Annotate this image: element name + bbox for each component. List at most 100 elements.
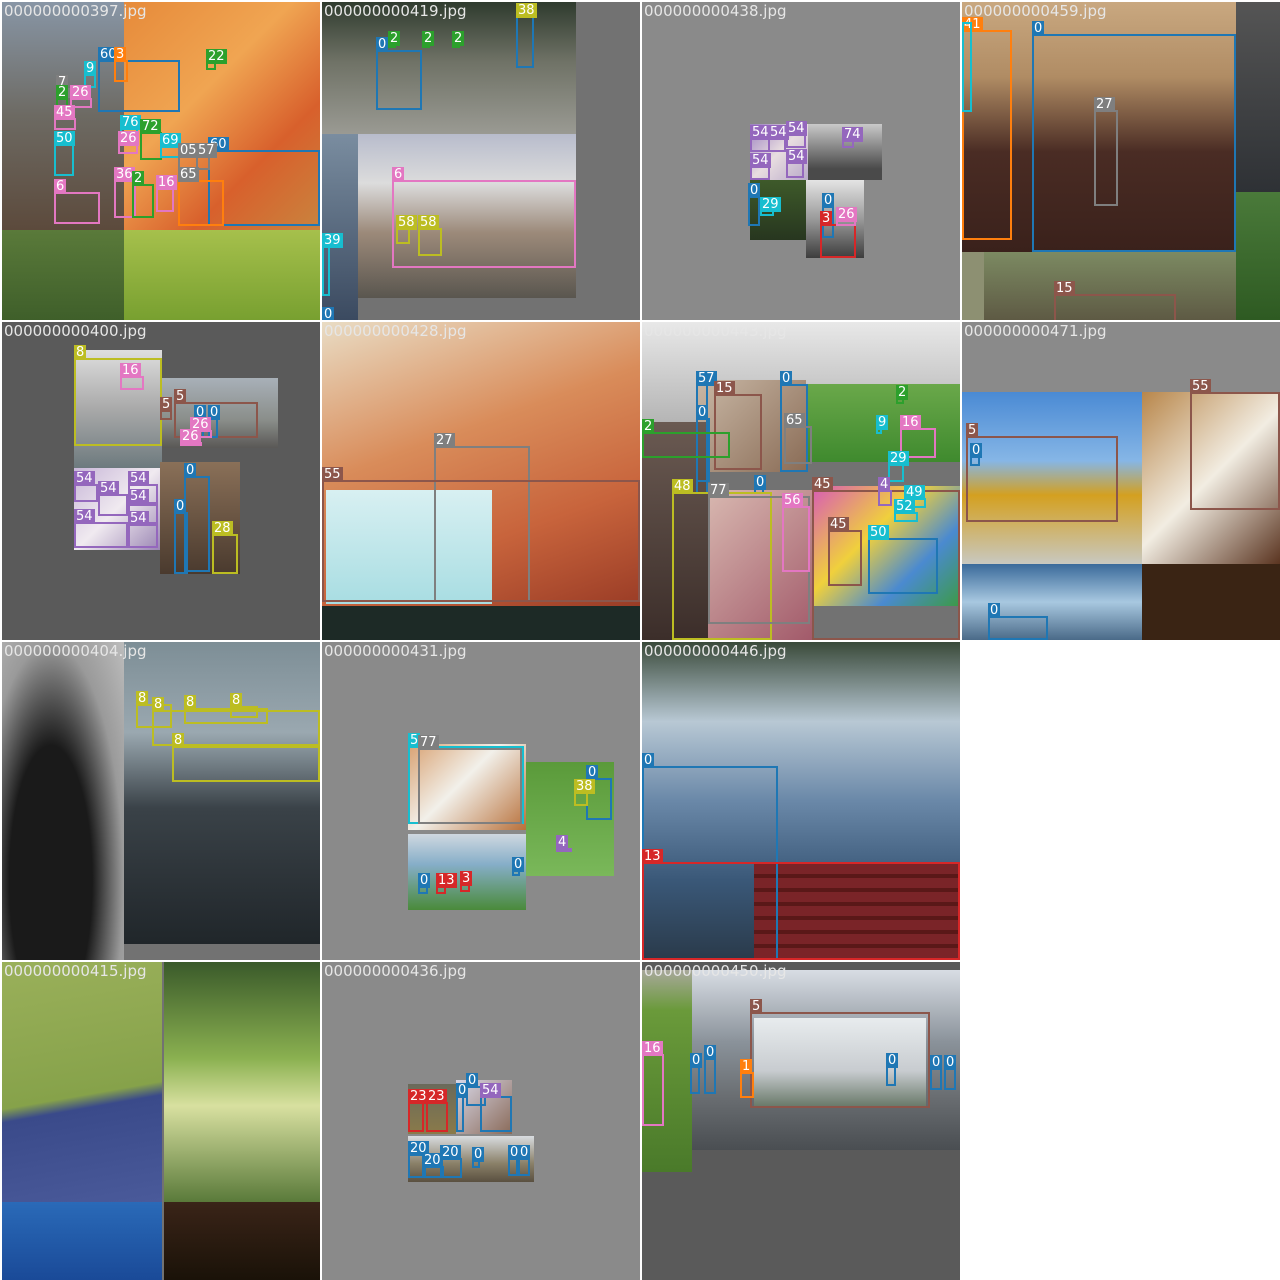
tile-filename: 000000000400.jpg bbox=[4, 322, 147, 340]
bbox: 0 bbox=[780, 371, 808, 472]
photo-cake-blue bbox=[326, 490, 492, 604]
tile-404: 8 8 8 8 8 000000000404.jpg bbox=[2, 642, 320, 960]
bbox: 0 bbox=[748, 183, 761, 226]
bbox: 27 bbox=[1094, 97, 1118, 206]
bbox: 0 bbox=[988, 603, 1048, 640]
bbox: 56 bbox=[782, 493, 810, 572]
photo-grass bbox=[2, 230, 124, 320]
bbox: 23 bbox=[426, 1089, 448, 1132]
bbox: 16 bbox=[156, 175, 177, 212]
tile-419: 0 2 2 2 38 6 58 58 39 0 000000000419.jpg bbox=[322, 2, 640, 320]
bbox: 4 bbox=[556, 835, 572, 852]
bbox: 6 bbox=[54, 179, 100, 224]
bbox: 0 bbox=[418, 873, 431, 894]
photo-boat bbox=[74, 350, 162, 468]
tile-filename: 000000000436.jpg bbox=[324, 962, 467, 980]
bbox: 45 bbox=[54, 105, 76, 130]
tile-428: 27 55 000000000428.jpg bbox=[322, 322, 640, 640]
bbox: 0 bbox=[696, 405, 710, 482]
bbox: 50 bbox=[54, 131, 75, 176]
tile-400: 8 16 5 0 0 26 26 5 54 54 54 54 54 54 0 0… bbox=[2, 322, 320, 640]
photo-bedroom bbox=[408, 744, 526, 830]
bbox: 29 bbox=[888, 451, 909, 482]
tile-filename: 000000000459.jpg bbox=[964, 2, 1107, 20]
photo-man-suit bbox=[962, 2, 1236, 252]
photo-dark-band bbox=[322, 606, 640, 640]
tile-filename: 000000000397.jpg bbox=[4, 2, 147, 20]
bbox: 13 bbox=[642, 849, 960, 960]
bbox: 2 bbox=[452, 31, 465, 48]
bbox: 0 bbox=[944, 1055, 957, 1090]
bbox: 65 bbox=[178, 167, 224, 226]
bbox: 0 bbox=[886, 1053, 899, 1086]
photo-tennis-court bbox=[322, 2, 576, 134]
bbox: 9 bbox=[876, 415, 889, 434]
photo-train bbox=[358, 134, 576, 298]
bbox: 3 bbox=[460, 871, 473, 892]
bbox: 8 bbox=[184, 695, 268, 724]
bbox: 0 bbox=[704, 1045, 717, 1094]
bbox: 22 bbox=[206, 49, 227, 70]
photo-harbor bbox=[124, 642, 320, 944]
bbox: 1 bbox=[740, 1059, 754, 1098]
bbox: 54 bbox=[480, 1083, 512, 1132]
photo-ferns bbox=[642, 970, 692, 1172]
photo-blue-sky bbox=[2, 1202, 162, 1280]
bbox: 41 bbox=[962, 17, 1012, 240]
bbox: 55 bbox=[1190, 379, 1280, 510]
bbox: 26 bbox=[70, 85, 92, 108]
bbox: 0 bbox=[690, 1053, 703, 1094]
bbox: 5 bbox=[966, 423, 1118, 522]
bbox: 36 bbox=[114, 167, 136, 218]
bbox: 65 bbox=[784, 413, 812, 464]
bbox: 5 bbox=[160, 397, 173, 420]
bbox: 6 bbox=[392, 167, 576, 268]
bbox: 3 bbox=[820, 211, 856, 258]
photo-school-bus bbox=[962, 392, 1142, 564]
bbox: 54 bbox=[768, 125, 789, 152]
photo-pizza bbox=[122, 2, 320, 230]
bbox: 26 bbox=[836, 207, 857, 226]
bbox: 16 bbox=[642, 1041, 664, 1126]
photo-tree-right bbox=[1236, 2, 1280, 192]
photo-hallway bbox=[160, 462, 240, 574]
tile-471: 55 5 0 0 000000000471.jpg bbox=[962, 322, 1280, 640]
tile-filename: 000000000415.jpg bbox=[4, 962, 147, 980]
bbox: 2 bbox=[422, 31, 435, 48]
bbox: 0 bbox=[970, 443, 983, 466]
bbox: 2 bbox=[388, 31, 401, 48]
photo-lawn bbox=[124, 230, 320, 320]
bbox: 0 bbox=[1032, 21, 1236, 252]
bbox: 60 bbox=[208, 137, 320, 226]
bbox: 0 bbox=[512, 857, 525, 876]
bbox: 55 bbox=[322, 467, 640, 602]
bbox: 57 bbox=[196, 143, 217, 170]
bbox: 72 bbox=[140, 119, 162, 160]
tile-filename: 000000000443.jpg bbox=[644, 322, 787, 340]
tile-397: 60 3 9 22 7 2 26 45 76 26 72 69 60 50 05… bbox=[2, 2, 320, 320]
tile-450: 5 16 0 0 1 0 0 0 000000000450.jpg bbox=[642, 962, 960, 1280]
tile-filename: 000000000419.jpg bbox=[324, 2, 467, 20]
bbox: 20 bbox=[422, 1153, 444, 1178]
bbox: 58 bbox=[418, 215, 442, 256]
photo-blur-cat bbox=[984, 252, 1236, 320]
bbox: 8 bbox=[230, 693, 258, 718]
bbox: 2 bbox=[642, 419, 730, 458]
bbox: 13 bbox=[436, 873, 457, 894]
tile-filename: 000000000428.jpg bbox=[324, 322, 467, 340]
bbox: 77 bbox=[418, 735, 522, 824]
bbox: 26 bbox=[190, 417, 212, 438]
bbox: 54 bbox=[98, 481, 128, 516]
bbox: 0 bbox=[184, 463, 210, 572]
photo-foliage bbox=[164, 962, 320, 1202]
bbox: 8 bbox=[172, 733, 320, 782]
photo-left-blur bbox=[962, 252, 984, 320]
bbox: 0 bbox=[754, 475, 767, 494]
tile-filename: 000000000450.jpg bbox=[644, 962, 787, 980]
bbox: 8 bbox=[74, 345, 162, 446]
bbox: 16 bbox=[900, 415, 936, 458]
tile-438: 54 54 54 54 54 74 0 29 0 3 26 0000000004… bbox=[642, 2, 960, 320]
bbox: 0 bbox=[472, 1147, 485, 1168]
bbox: 0 bbox=[456, 1083, 469, 1132]
